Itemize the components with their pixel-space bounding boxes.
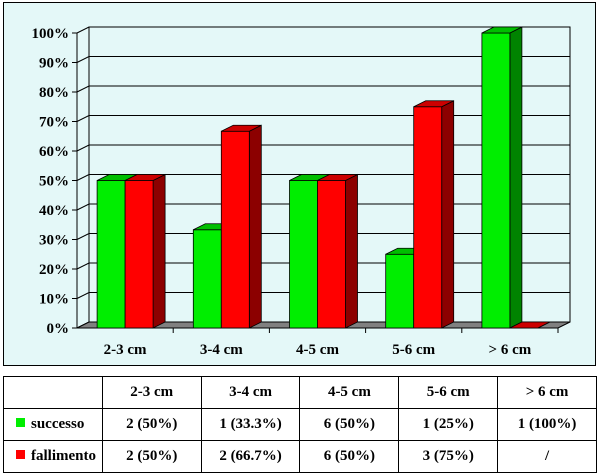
row-label-text: successo <box>31 416 85 432</box>
y-tick-label: 100% <box>32 26 70 42</box>
gridline <box>76 26 570 34</box>
y-tick-label: 70% <box>39 115 69 131</box>
bar-successo <box>289 180 318 329</box>
header-cell: 4-5 cm <box>299 376 400 409</box>
x-tick-label: 2-3 cm <box>104 342 147 358</box>
table-cell: 2 (50%) <box>101 408 202 441</box>
data-table: 2-3 cm 3-4 cm 4-5 cm 5-6 cm > 6 cm succe… <box>3 376 597 473</box>
bar-successo <box>481 32 511 329</box>
y-tick-label: 40% <box>39 203 69 219</box>
bar-successo <box>192 229 222 329</box>
bar-top <box>509 321 551 329</box>
bar-side <box>345 173 358 329</box>
gridline <box>76 203 570 211</box>
bar-chart: 0% 10% 20% 30% 40% 50% 60% 70% 80% 90% 100% 2-3 cm 3… <box>32 26 571 358</box>
bar-side <box>441 100 455 329</box>
gridline <box>76 56 570 63</box>
legend-swatch-fallimento <box>16 450 25 459</box>
bar-top <box>413 100 454 108</box>
table-cell: 2 (66.7%) <box>200 440 301 473</box>
table-cell: / <box>497 440 597 473</box>
table-row-successo: successo 2 (50%) 1 (33.3%) 6 (50%) 1 (25… <box>3 408 597 441</box>
gridline <box>76 233 570 240</box>
y-tick-label: 80% <box>39 85 69 101</box>
bar-top <box>317 174 358 181</box>
bar-top <box>221 124 262 132</box>
y-tick-label: 90% <box>39 56 69 72</box>
legend-swatch-successo <box>16 418 25 427</box>
table-cell: 1 (100%) <box>497 408 597 441</box>
x-tick-label: 3-4 cm <box>200 342 243 358</box>
x-tick-label: 4-5 cm <box>296 342 339 358</box>
y-tick-label: 10% <box>39 292 69 308</box>
y-tick-label: 0% <box>47 321 70 337</box>
bar-fallimento <box>317 180 346 329</box>
header-cell: 3-4 cm <box>200 376 301 409</box>
bar-top <box>481 26 523 34</box>
y-tick-label: 60% <box>39 144 69 160</box>
table-cell: 6 (50%) <box>299 440 400 473</box>
header-cell-empty <box>3 376 103 409</box>
y-tick-label: 50% <box>39 174 69 190</box>
bar-side <box>509 26 523 329</box>
gridline <box>76 85 570 93</box>
table-cell: 2 (50%) <box>101 440 202 473</box>
header-cell: > 6 cm <box>497 376 597 409</box>
y-tick-label: 20% <box>39 262 69 278</box>
table-cell: 1 (33.3%) <box>200 408 301 441</box>
header-cell: 2-3 cm <box>101 376 202 409</box>
table-row-fallimento: fallimento 2 (50%) 2 (66.7%) 6 (50%) 3 (… <box>3 440 597 473</box>
gridline <box>76 115 570 122</box>
bar-fallimento <box>413 106 443 329</box>
table-cell: 6 (50%) <box>299 408 400 441</box>
x-tick-label: > 6 cm <box>489 342 532 358</box>
header-cell: 5-6 cm <box>398 376 499 409</box>
bar-top <box>124 174 166 181</box>
gridline <box>76 144 570 152</box>
row-label: successo <box>3 408 103 441</box>
table-cell: 1 (25%) <box>398 408 499 441</box>
bar-fallimento <box>124 180 154 329</box>
table-cell: 3 (75%) <box>398 440 499 473</box>
bar-fallimento <box>220 130 250 329</box>
table-header-row: 2-3 cm 3-4 cm 4-5 cm 5-6 cm > 6 cm <box>3 376 597 409</box>
row-label: fallimento <box>3 440 103 473</box>
gridline <box>76 174 570 181</box>
bar-successo <box>385 253 415 329</box>
row-label-text: fallimento <box>31 448 96 464</box>
bar-successo <box>96 180 126 329</box>
bar-side <box>152 173 166 329</box>
x-tick-label: 5-6 cm <box>392 342 435 358</box>
bar-side <box>248 124 262 329</box>
y-tick-label: 30% <box>39 233 69 249</box>
